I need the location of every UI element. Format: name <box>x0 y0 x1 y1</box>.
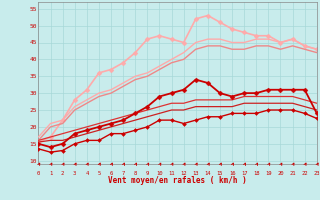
X-axis label: Vent moyen/en rafales ( km/h ): Vent moyen/en rafales ( km/h ) <box>108 176 247 185</box>
